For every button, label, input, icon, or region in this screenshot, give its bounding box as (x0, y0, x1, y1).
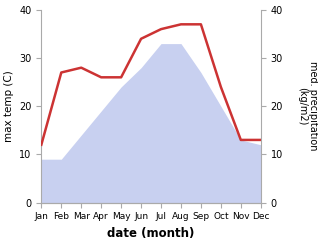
X-axis label: date (month): date (month) (107, 227, 195, 240)
Y-axis label: max temp (C): max temp (C) (4, 70, 14, 142)
Y-axis label: med. precipitation
(kg/m2): med. precipitation (kg/m2) (297, 62, 318, 151)
